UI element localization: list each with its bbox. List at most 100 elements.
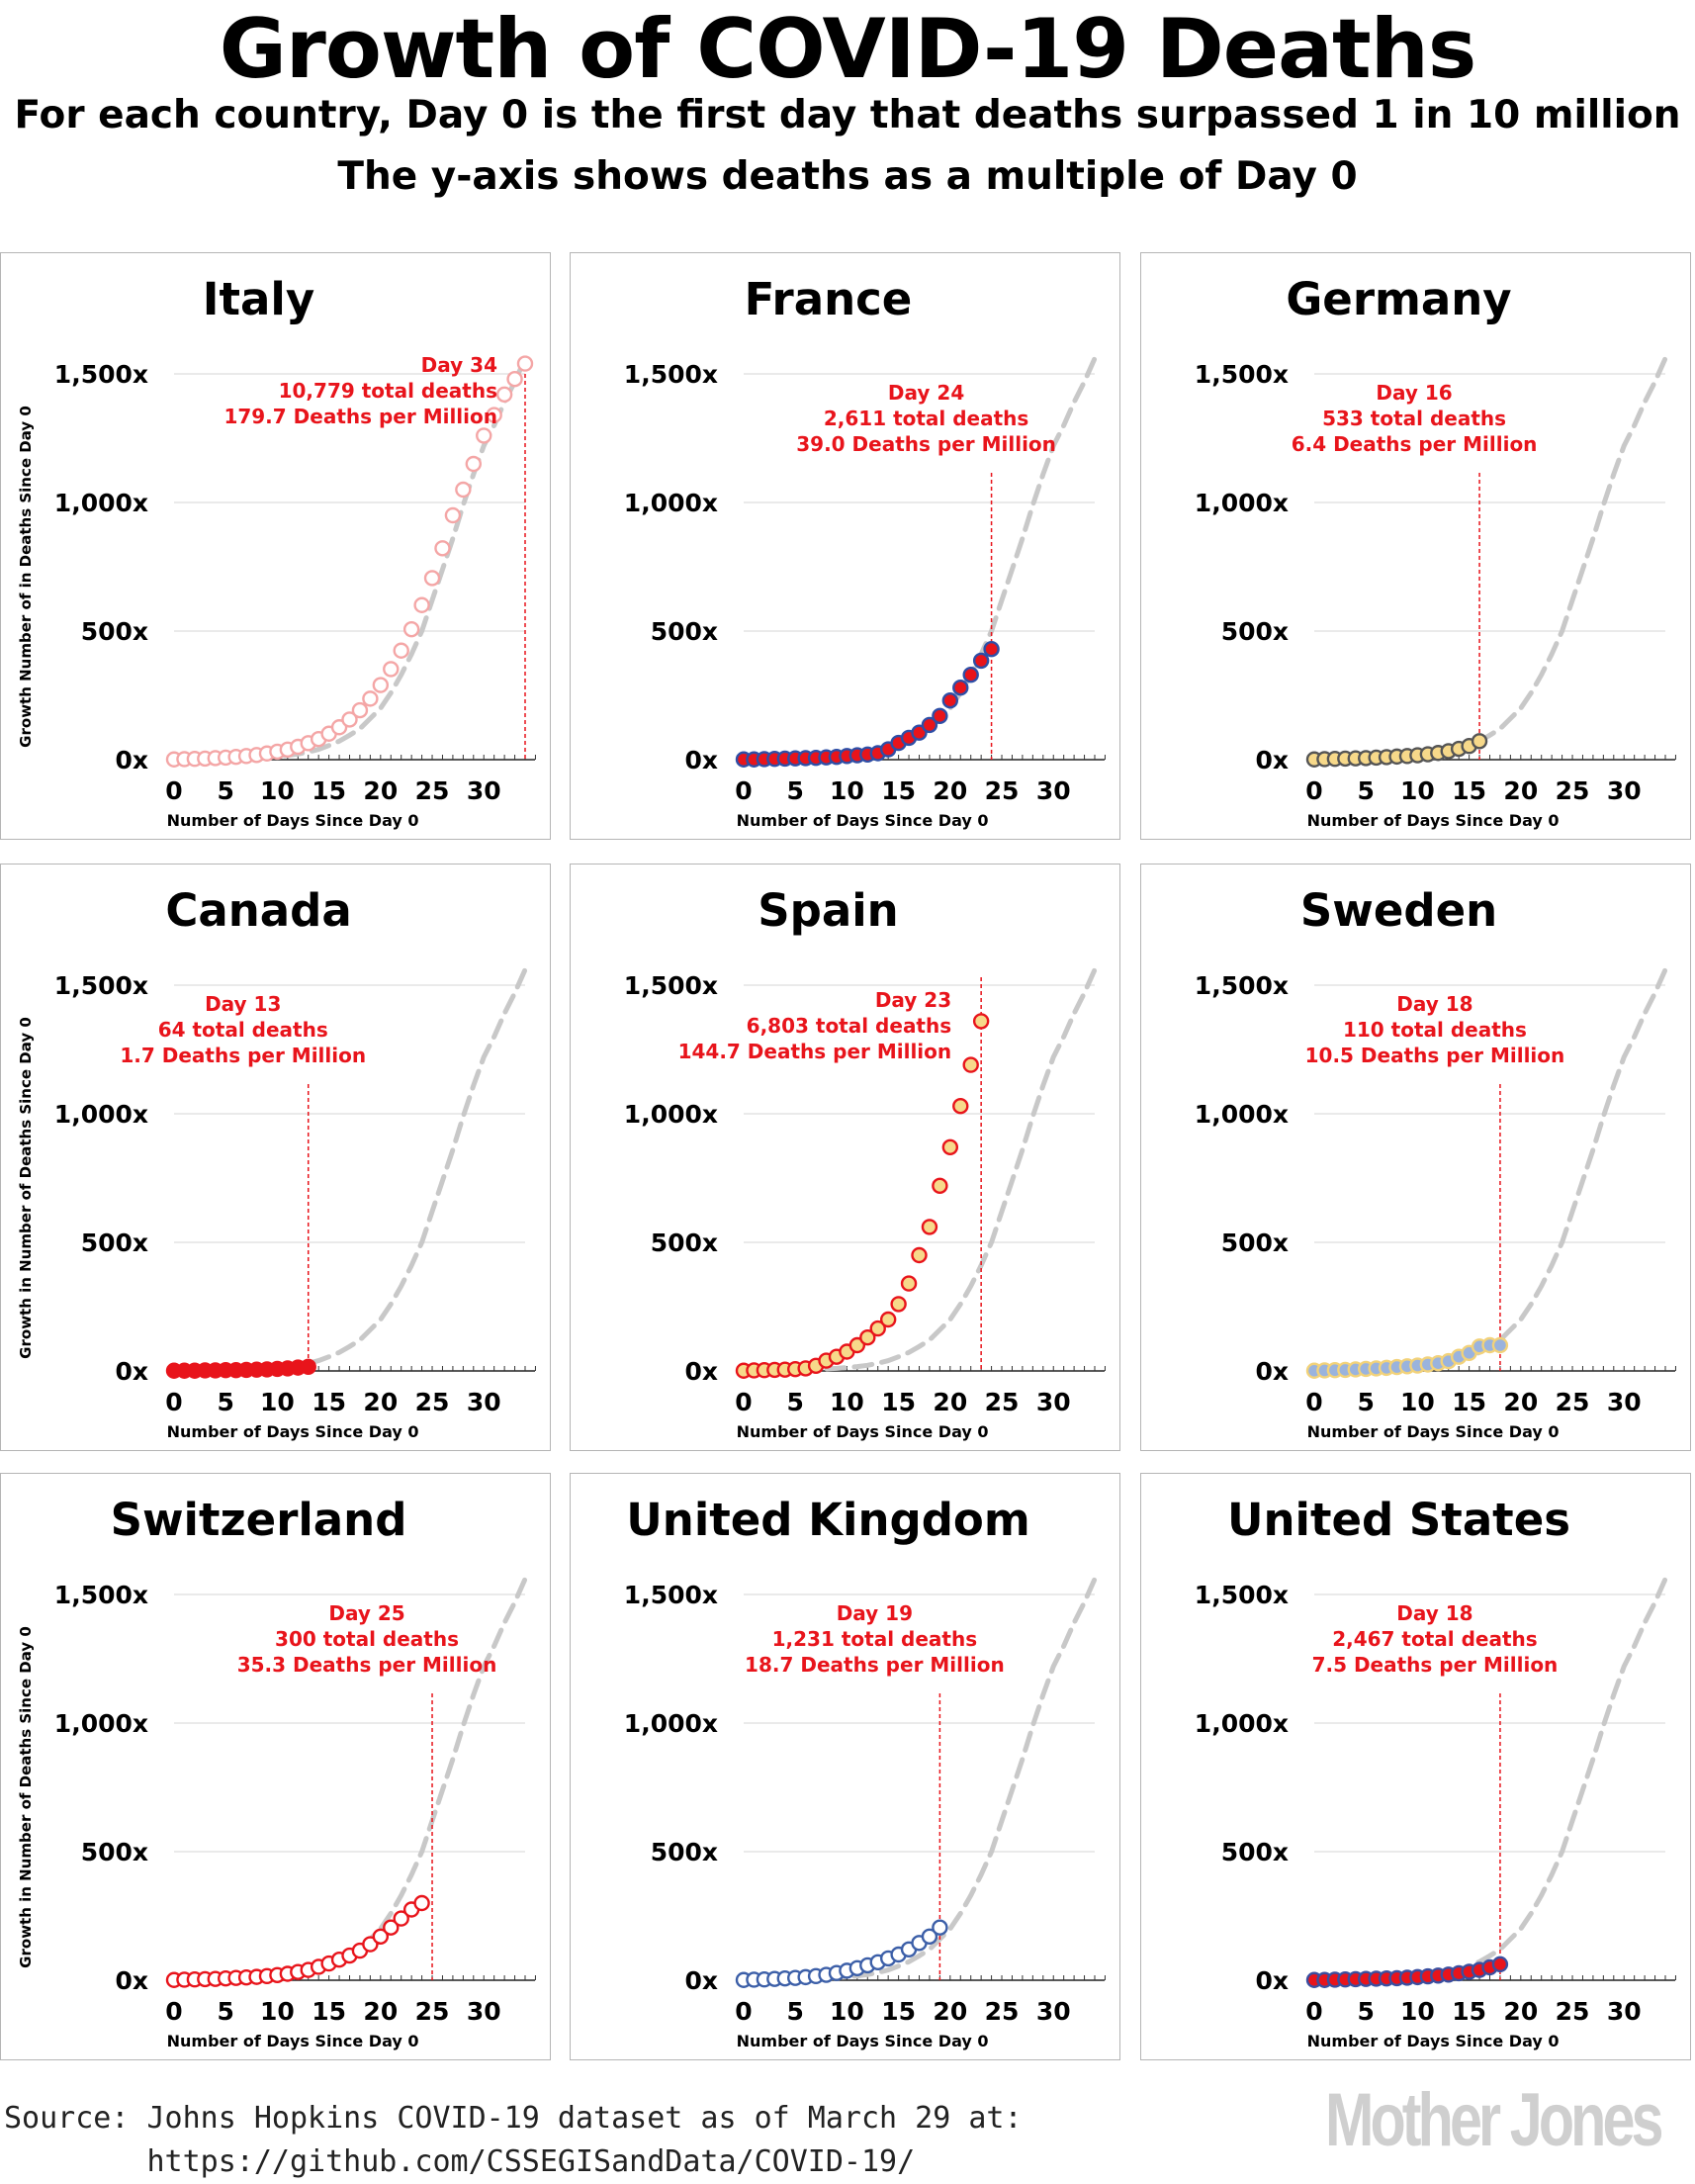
x-axis-label: Number of Days Since Day 0 [1307, 811, 1560, 830]
x-tick-label: 20 [363, 1388, 398, 1416]
y-axis-label: Growth in Number of Deaths Since Day 0 [17, 1017, 35, 1359]
data-point [952, 680, 969, 696]
x-tick-label: 30 [1036, 1388, 1071, 1416]
y-tick-label: 500x [1221, 1838, 1289, 1866]
x-tick-label: 10 [830, 1388, 864, 1416]
x-axis-label: Number of Days Since Day 0 [737, 2032, 989, 2050]
data-point [900, 1275, 918, 1292]
y-tick-label: 1,500x [624, 971, 718, 1000]
annotation-text: 179.7 Deaths per Million [223, 405, 497, 428]
panel-title: Italy [203, 273, 314, 325]
chart-panel: Sweden 0x 500x 1,000x 1,500x 0 5 10 15 20 25 30 Numb… [1140, 864, 1691, 1451]
x-tick-label: 15 [312, 1388, 346, 1416]
x-tick-label: 15 [1452, 1388, 1486, 1416]
x-tick-label: 0 [735, 1997, 752, 2026]
chart-panel: France 0x 500x 1,000x 1,500x 0 5 10 15 20 25 30 Numb… [570, 252, 1120, 840]
x-tick-label: 30 [467, 1997, 501, 2026]
panel-title: France [745, 273, 913, 325]
y-tick-label: 0x [115, 746, 148, 774]
data-point [941, 1138, 959, 1155]
x-tick-label: 10 [260, 1997, 295, 2026]
x-tick-label: 5 [1358, 1997, 1375, 2026]
data-point [383, 1919, 400, 1936]
data-point [434, 540, 451, 557]
data-point [476, 427, 492, 444]
annotation-text: Day 24 [888, 381, 964, 405]
data-point [859, 1329, 876, 1346]
x-tick-label: 10 [830, 1997, 864, 2026]
x-tick-label: 25 [415, 1388, 450, 1416]
x-axis-label: Number of Days Since Day 0 [1307, 2032, 1560, 2050]
x-tick-label: 0 [165, 776, 182, 805]
y-tick-label: 1,000x [624, 489, 718, 517]
x-tick-label: 25 [985, 1388, 1020, 1416]
y-axis-label: Growth Number of in Deaths Since Day 0 [17, 406, 35, 748]
x-tick-label: 25 [985, 776, 1020, 805]
x-tick-label: 10 [260, 1388, 295, 1416]
x-tick-label: 15 [312, 776, 346, 805]
data-point [1491, 1336, 1509, 1354]
chart-svg: United Kingdom 0x 500x 1,000x 1,500x 0 5 10 15 20… [624, 1494, 1106, 2050]
x-tick-label: 25 [1556, 1997, 1590, 2026]
data-point [383, 661, 400, 678]
annotation-text: Day 13 [205, 992, 281, 1016]
data-point [921, 716, 938, 734]
annotation-text: 110 total deaths [1343, 1018, 1527, 1042]
panel-title: United States [1227, 1494, 1570, 1546]
annotation-text: Day 18 [1396, 1601, 1472, 1625]
chart-svg: Switzerland 0x 500x 1,000x 1,500x 0 5 10 15 20 25 3… [17, 1494, 536, 2050]
annotation-text: 2,467 total deaths [1332, 1627, 1537, 1651]
x-tick-label: 10 [260, 776, 295, 805]
x-tick-label: 25 [985, 1997, 1020, 2026]
y-tick-label: 500x [1221, 617, 1289, 646]
data-point [972, 652, 990, 670]
x-tick-label: 15 [881, 1388, 916, 1416]
y-tick-label: 0x [1255, 746, 1289, 774]
chart-panel: United Kingdom 0x 500x 1,000x 1,500x 0 5 10 15 20… [570, 1473, 1120, 2060]
data-point [983, 641, 1000, 658]
x-tick-label: 30 [1036, 776, 1071, 805]
chart-panel: United States 0x 500x 1,000x 1,500x 0 5 10 15 20 2… [1140, 1473, 1691, 2060]
data-point [351, 701, 369, 719]
panel-title: Germany [1286, 273, 1511, 325]
annotation-text: Day 25 [328, 1601, 404, 1625]
x-tick-label: 5 [787, 776, 804, 805]
data-point [972, 1013, 990, 1030]
panel-title: Sweden [1300, 884, 1497, 937]
annotation-text: Day 16 [1376, 381, 1452, 405]
x-tick-label: 25 [415, 1997, 450, 2026]
x-tick-label: 5 [787, 1388, 804, 1416]
data-point [393, 1910, 409, 1927]
x-tick-label: 30 [1607, 776, 1642, 805]
data-point [911, 1246, 928, 1264]
annotation-text: 7.5 Deaths per Million [1312, 1653, 1559, 1677]
annotation-text: Day 23 [875, 988, 951, 1012]
y-axis-label: Growth in Number of Deaths Since Day 0 [17, 1626, 35, 1968]
panel-title: Switzerland [111, 1494, 407, 1546]
source-line-1: Source: Johns Hopkins COVID-19 dataset a… [4, 2101, 1023, 2136]
y-tick-label: 1,000x [1195, 489, 1289, 517]
data-point [962, 667, 979, 683]
y-tick-label: 500x [81, 617, 148, 646]
chart-subtitle-2: The y-axis shows deaths as a multiple of… [337, 154, 1358, 199]
annotation-text: 10,779 total deaths [279, 379, 497, 403]
data-point [1491, 1956, 1509, 1973]
x-tick-label: 25 [1556, 776, 1590, 805]
y-tick-label: 0x [115, 1966, 148, 1995]
data-point [879, 1311, 897, 1328]
x-axis-label: Number of Days Since Day 0 [737, 1422, 989, 1441]
chart-svg: Sweden 0x 500x 1,000x 1,500x 0 5 10 15 20 25 30 Numb… [1195, 884, 1676, 1441]
source-line-2: https://github.com/CSSEGISandData/COVID-… [4, 2144, 916, 2179]
panel-title: United Kingdom [626, 1494, 1029, 1546]
y-tick-label: 0x [684, 746, 718, 774]
data-point [486, 407, 502, 423]
data-point [890, 1296, 907, 1313]
x-tick-label: 20 [933, 1997, 967, 2026]
panel-title: Canada [165, 884, 351, 937]
x-tick-label: 15 [312, 1997, 346, 2026]
y-tick-label: 1,500x [1195, 971, 1289, 1000]
y-tick-label: 1,000x [54, 1709, 148, 1738]
data-point [444, 506, 462, 524]
data-point [423, 570, 441, 587]
x-tick-label: 15 [881, 776, 916, 805]
